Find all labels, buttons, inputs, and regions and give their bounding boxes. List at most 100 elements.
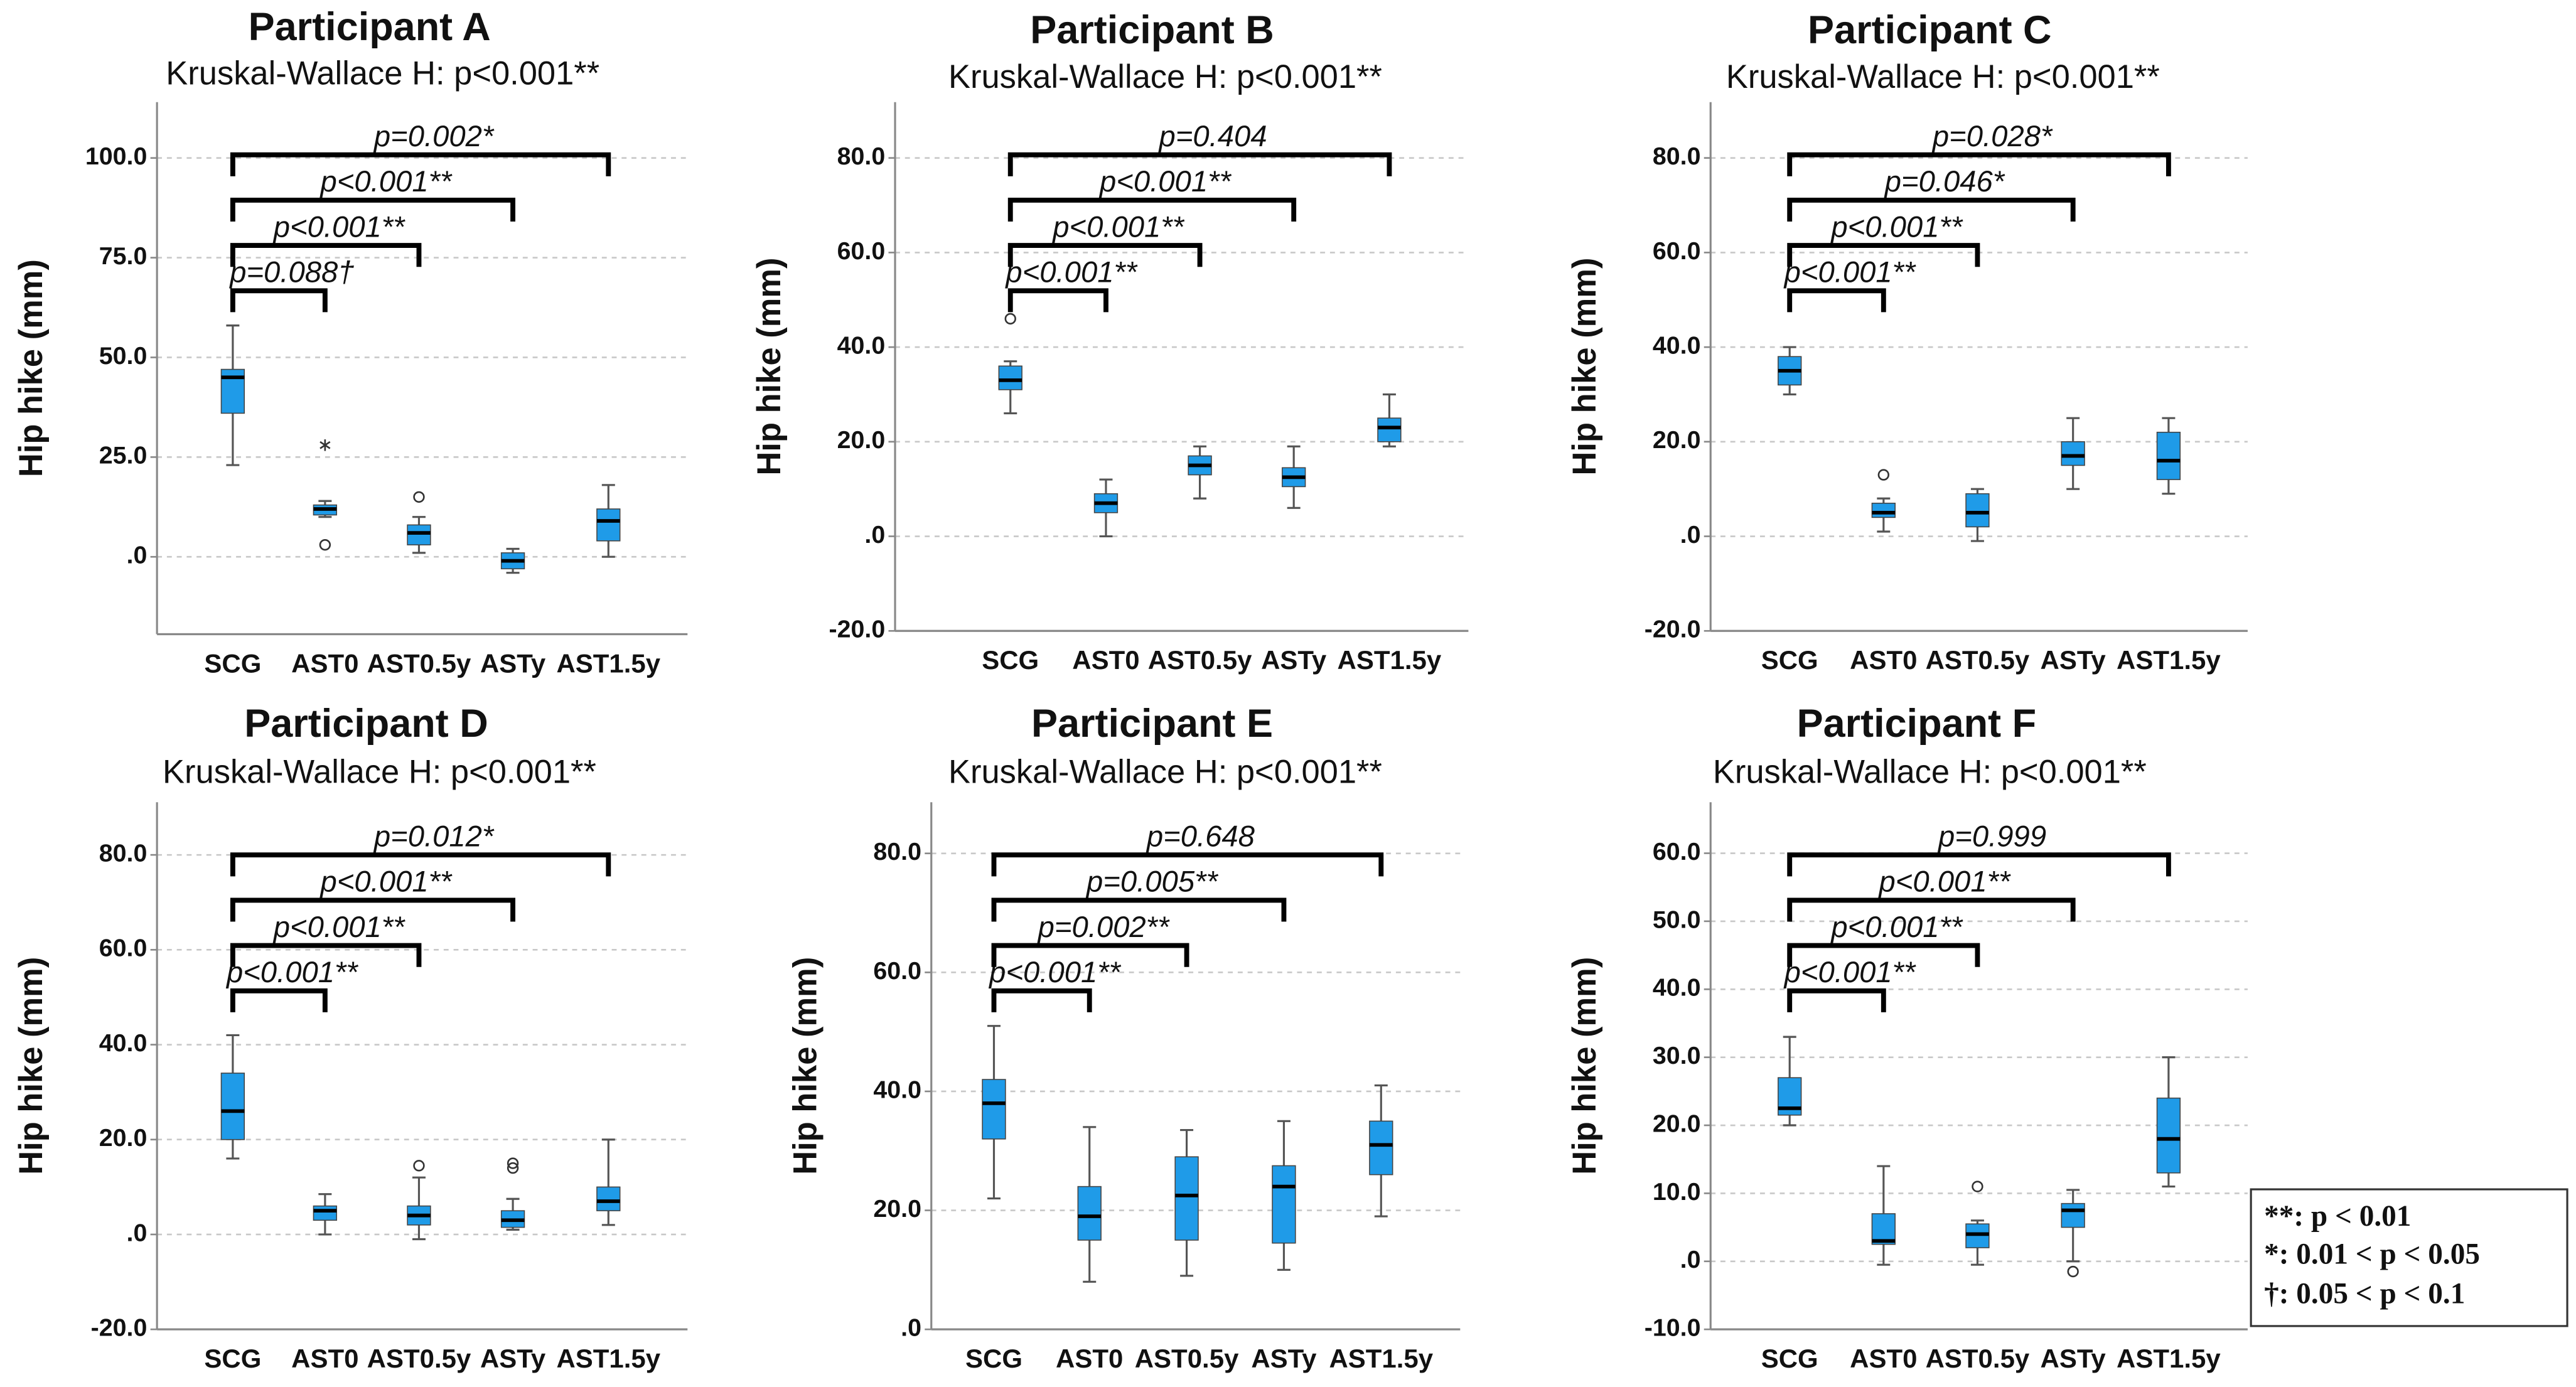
y-axis-label: Hip hike (mm) [1566,257,1603,475]
box [2061,441,2085,466]
x-tick-label: ASTy [1251,1344,1317,1373]
outlier [1004,313,1016,325]
comparison-label: p<0.001** [1783,255,1916,289]
box [2156,1097,2181,1174]
comparison-bracket [230,897,516,922]
outlier [2067,1265,2079,1278]
outlier [413,491,425,503]
y-tick-label: -20.0 [829,616,886,643]
y-tick-label: 60.0 [1653,237,1701,265]
chart-subtitle: Kruskal-Wallace H: p<0.001** [1726,58,2160,95]
x-tick-label: AST1.5y [2117,1344,2221,1373]
y-tick-label: 20.0 [837,426,886,454]
comparison-bracket [230,152,611,176]
chart-subtitle: Kruskal-Wallace H: p<0.001** [948,753,1382,790]
chart-title: Participant C [1808,8,2052,52]
comparison-bracket [1007,288,1108,313]
comparison-label: p=0.005** [1085,865,1218,899]
y-tick-label: .0 [901,1314,921,1342]
comparison-label: p<0.001** [319,865,453,899]
box [1174,1156,1199,1241]
x-tick-label: SCG [1761,645,1818,675]
comparison-bracket [1007,197,1297,222]
y-tick-label: 20.0 [99,1124,148,1152]
outlier [1877,469,1890,481]
chart-title: Participant E [1031,702,1273,746]
x-tick-label: SCG [1761,1344,1818,1373]
x-tick-label: AST1.5y [2117,645,2221,675]
y-tick-label: 60.0 [837,237,886,265]
y-tick-label: 40.0 [1653,332,1701,360]
x-tick-label: AST0.5y [1148,645,1252,675]
y-tick-label: 40.0 [1653,974,1701,1002]
comparison-label: p<0.001** [1004,255,1137,289]
outlier [507,1162,519,1174]
x-tick-label: AST0.5y [367,648,471,678]
outlier [1972,1181,1983,1192]
box [982,1079,1006,1140]
box [1377,417,1402,442]
comparison-label: p<0.001** [1830,911,1963,944]
box [1871,503,1896,518]
x-tick-label: AST0.5y [367,1344,471,1373]
legend-note: *: 0.01 < p < 0.05 [2264,1238,2480,1270]
y-tick-label: 25.0 [99,442,148,469]
y-tick-label: 20.0 [1653,426,1701,454]
comparison-bracket [1787,197,2076,222]
comparison-label: p<0.001** [1830,210,1963,244]
y-tick-label: 40.0 [837,332,886,360]
box [1272,1165,1296,1244]
comparison-bracket [230,288,328,313]
y-tick-label: 10.0 [1653,1178,1701,1206]
x-tick-label: AST0 [1850,1344,1917,1373]
box [220,1073,245,1140]
box [1965,493,1990,528]
comparison-bracket [230,943,422,967]
y-tick-label: .0 [1680,1246,1701,1273]
x-tick-label: AST1.5y [1338,645,1442,675]
y-tick-label: 40.0 [873,1076,921,1103]
comparison-label: p=0.002** [1037,911,1170,944]
y-tick-label: -20.0 [91,1314,148,1342]
comparison-label: p<0.001** [1051,210,1184,244]
outlier [413,1160,425,1172]
x-tick-label: AST1.5y [556,1344,660,1373]
comparison-bracket [1787,897,2076,922]
comparison-bracket [991,852,1384,877]
comparison-bracket [991,943,1189,967]
x-tick-label: ASTy [480,1344,546,1373]
comparison-label: p=0.028* [1931,120,2053,153]
x-tick-label: AST0.5y [1926,645,2030,675]
y-tick-label: 80.0 [837,142,886,170]
y-axis-label: Hip hike (mm) [1566,957,1603,1175]
comparison-label: p=0.999 [1937,820,2046,853]
chart-title: Participant F [1797,702,2036,746]
comparison-label: p<0.001** [319,165,453,198]
outlier [507,1157,519,1169]
comparison-label: p<0.001** [988,956,1121,989]
extreme [319,439,331,451]
x-tick-label: ASTy [2041,1344,2106,1373]
comparison-bracket [230,243,422,267]
y-tick-label: 50.0 [1653,906,1701,933]
comparison-label: p=0.002* [373,120,495,153]
chart-subtitle: Kruskal-Wallace H: p<0.001** [166,55,599,92]
y-tick-label: .0 [127,1219,148,1246]
chart-subtitle: Kruskal-Wallace H: p<0.001** [163,753,596,790]
box [2156,431,2181,480]
comparison-bracket [1787,243,1980,267]
chart-title: Participant A [249,5,491,49]
x-tick-label: AST0 [291,648,358,678]
y-tick-label: 30.0 [1653,1042,1701,1069]
x-tick-label: SCG [204,648,261,678]
legend-box [2250,1188,2568,1327]
y-axis-label: Hip hike (mm) [13,259,50,477]
comparison-bracket [1787,988,1886,1012]
y-tick-label: 60.0 [873,957,921,985]
comparison-label: p<0.001** [272,210,405,244]
box [1077,1186,1102,1241]
x-tick-label: SCG [982,645,1039,675]
comparison-bracket [1787,943,1980,967]
comparison-label: p=0.012* [373,820,495,853]
